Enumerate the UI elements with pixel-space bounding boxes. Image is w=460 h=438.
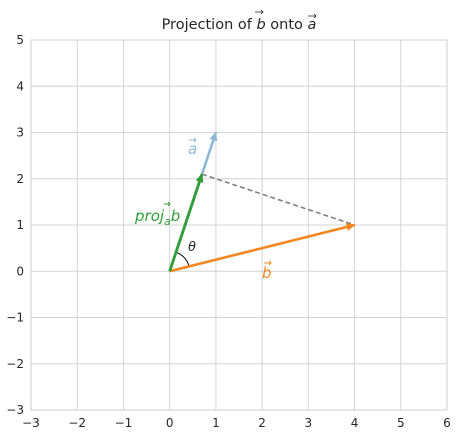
y-tick-label: −1 bbox=[6, 311, 24, 325]
x-tick-label: −2 bbox=[68, 416, 86, 430]
vector-b bbox=[169, 223, 356, 273]
x-tick-label: 1 bbox=[212, 416, 220, 430]
y-tick-label: 5 bbox=[16, 33, 24, 47]
x-tick-label: 6 bbox=[443, 416, 451, 430]
label-b-accent bbox=[264, 260, 272, 266]
chart-title: Projection of b onto a bbox=[162, 17, 317, 33]
y-tick-label: 4 bbox=[16, 79, 24, 93]
x-tick-label: 3 bbox=[305, 416, 313, 430]
y-tick-label: 3 bbox=[16, 126, 24, 140]
perpendicular-line bbox=[201, 173, 355, 226]
label-projection-accent bbox=[164, 201, 171, 207]
vectors bbox=[168, 131, 356, 273]
tick-labels: −3 −2 −1 0 1 2 3 4 5 6 −3 −2 −1 0 1 2 3 4 5 bbox=[6, 33, 451, 430]
x-tick-label: −1 bbox=[115, 416, 133, 430]
title-vector-accents bbox=[255, 9, 317, 19]
x-tick-label: 0 bbox=[166, 416, 174, 430]
label-a-accent bbox=[189, 137, 197, 143]
x-tick-label: 4 bbox=[351, 416, 359, 430]
y-tick-label: 2 bbox=[16, 172, 24, 186]
label-a: a bbox=[188, 140, 197, 158]
x-tick-label: 5 bbox=[397, 416, 405, 430]
y-tick-label: −2 bbox=[6, 357, 24, 371]
label-b: b bbox=[262, 264, 272, 282]
x-tick-label: −3 bbox=[22, 416, 40, 430]
y-tick-label: 1 bbox=[16, 218, 24, 232]
y-tick-label: −3 bbox=[6, 403, 24, 417]
label-projection: projab bbox=[134, 207, 180, 228]
plot-frame bbox=[30, 39, 448, 411]
vector-projection bbox=[168, 173, 204, 272]
y-tick-label: 0 bbox=[16, 264, 24, 278]
angle-label: θ bbox=[188, 240, 196, 255]
x-tick-label: 2 bbox=[258, 416, 266, 430]
grid bbox=[30, 39, 448, 411]
